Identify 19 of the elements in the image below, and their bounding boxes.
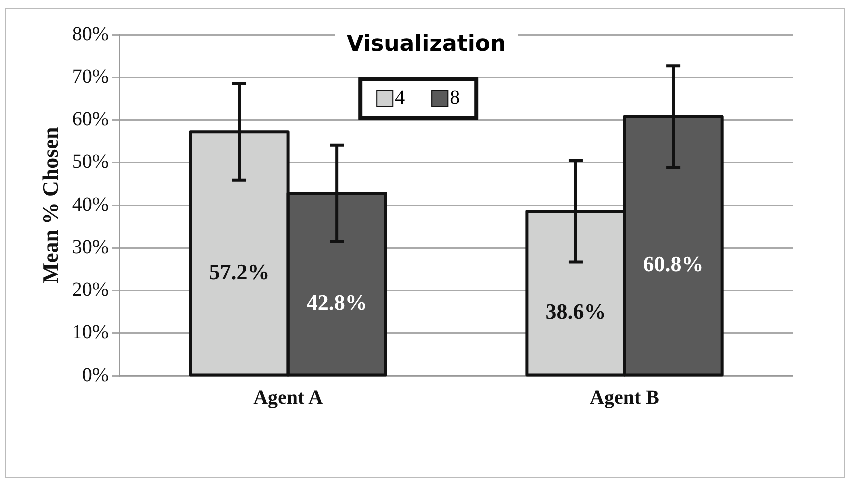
chart-title: Visualization (334, 32, 518, 57)
data-label: 42.8% (306, 290, 368, 316)
legend-label: 8 (450, 87, 460, 110)
data-label: 60.8% (643, 252, 704, 277)
data-label: 57.2% (209, 259, 270, 284)
y-tick-label: 70% (72, 66, 110, 88)
y-tick-label: 10% (72, 322, 110, 344)
legend-label: 4 (395, 87, 406, 110)
data-label: 38.6% (546, 299, 606, 324)
y-tick-label: 60% (72, 108, 110, 130)
y-tick-label: 40% (72, 194, 110, 216)
y-tick-label: 30% (72, 236, 110, 258)
x-tick-label: Agent A (254, 387, 324, 410)
x-tick-label: Agent B (590, 387, 660, 410)
y-tick-label: 80% (72, 23, 110, 46)
y-tick-label: 0% (82, 364, 110, 386)
y-tick-label: 20% (72, 279, 110, 301)
y-tick-label: 50% (72, 151, 110, 174)
y-axis-title: Mean % Chosen (38, 127, 63, 284)
